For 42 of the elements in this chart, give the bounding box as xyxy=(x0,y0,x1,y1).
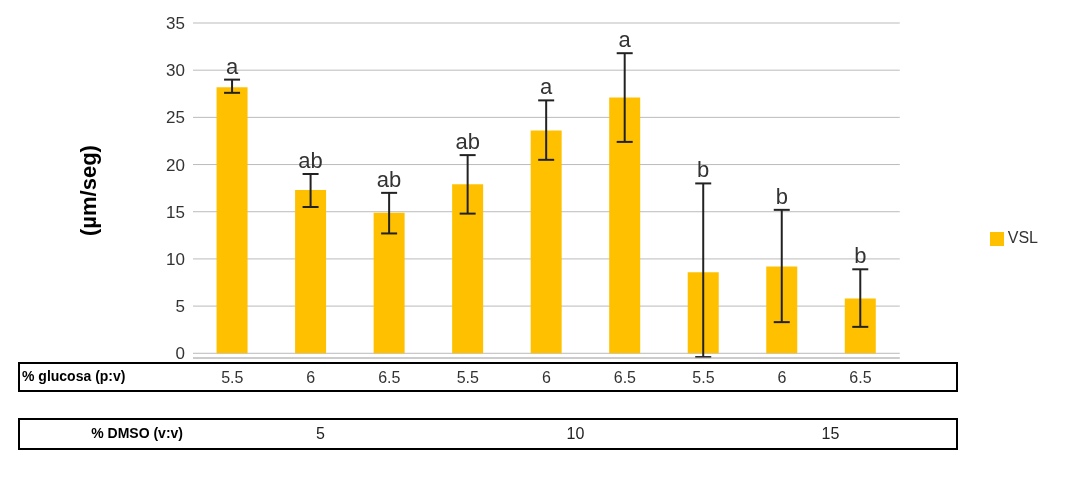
y-tick-label: 10 xyxy=(166,249,185,269)
y-tick-label: 30 xyxy=(166,61,185,81)
x-tick-label: 6 xyxy=(777,369,787,387)
annotation: ab xyxy=(455,129,480,155)
bar xyxy=(452,184,484,354)
annotation: b xyxy=(697,157,710,183)
y-tick-label: 25 xyxy=(166,108,185,128)
annotation: b xyxy=(854,243,867,269)
text: % DMSO (v:v) xyxy=(90,425,183,441)
annotation: a xyxy=(618,27,632,53)
bar xyxy=(373,212,405,354)
x-axis-title: % glucosa (p:v) xyxy=(22,368,126,384)
annotation: a xyxy=(540,74,554,100)
x-tick-label: 6.5 xyxy=(613,369,637,387)
text: 5 xyxy=(315,425,326,443)
annotation: ab xyxy=(298,147,323,173)
text: 15 xyxy=(820,425,841,443)
bar xyxy=(295,190,327,354)
annotation: b xyxy=(775,183,788,209)
annotation: ab xyxy=(376,166,402,192)
legend-label: VSL xyxy=(1007,229,1038,246)
y-tick-label: 35 xyxy=(166,14,185,34)
y-tick-label: 0 xyxy=(175,344,185,364)
y-axis-title: (µm/seg) xyxy=(75,145,101,236)
y-tick-label: 5 xyxy=(175,297,185,317)
y-tick-label: 15 xyxy=(166,202,185,222)
x-tick-label: 6 xyxy=(306,369,316,387)
annotation: a xyxy=(225,53,239,79)
bar xyxy=(216,87,248,354)
bar xyxy=(766,266,798,354)
x-tick-label: 6.5 xyxy=(378,369,401,387)
text: 10 xyxy=(565,425,586,443)
x-tick-label: 6.5 xyxy=(849,369,872,387)
bar xyxy=(609,97,641,354)
x-tick-label: 5.5 xyxy=(221,369,244,387)
x-tick-label: 5.5 xyxy=(692,369,715,387)
bar xyxy=(687,272,719,354)
x-tick-label: 6 xyxy=(541,369,551,387)
bar xyxy=(530,130,562,354)
x-tick-label: 5.5 xyxy=(456,369,480,387)
y-tick-label: 20 xyxy=(166,155,185,175)
bar xyxy=(844,298,876,354)
